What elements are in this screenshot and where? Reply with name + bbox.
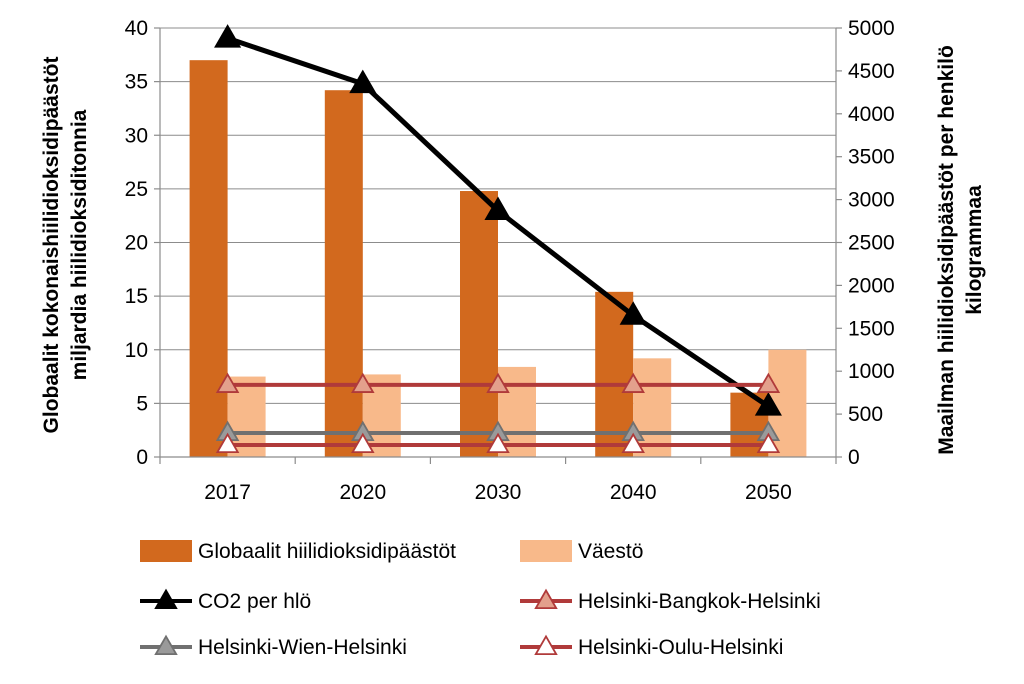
x-tick-label: 2017 xyxy=(204,481,251,504)
series-marker xyxy=(215,432,240,454)
bar xyxy=(633,358,672,457)
series-marker xyxy=(351,372,375,393)
x-tick-label: 2020 xyxy=(339,481,386,504)
series-line xyxy=(226,35,770,409)
series-marker xyxy=(754,392,782,416)
y-right-tick-label: 1000 xyxy=(848,360,895,383)
y-left-tick-label: 10 xyxy=(125,339,148,362)
y-right-tick-label: 4500 xyxy=(848,60,895,83)
series-marker xyxy=(351,432,375,454)
y-left-tick-label: 35 xyxy=(125,71,148,94)
legend-marker xyxy=(154,634,178,656)
legend-label: Helsinki-Bangkok-Helsinki xyxy=(578,590,821,613)
bar xyxy=(189,60,228,458)
y-left-axis-title-line1: Globaalit kokonaishiilidioksidipäästöt xyxy=(40,57,63,434)
series-marker xyxy=(756,432,781,454)
x-tick-label: 2040 xyxy=(610,481,657,504)
legend-item: Helsinki-Bangkok-Helsinki xyxy=(520,588,821,613)
series-marker xyxy=(621,432,645,454)
legend-swatch xyxy=(140,540,192,562)
y-right-tick-label: 3000 xyxy=(848,189,895,212)
legend-marker xyxy=(534,588,558,610)
series-marker xyxy=(214,24,242,48)
legend-item: CO2 per hlö xyxy=(140,588,311,613)
legend-label: Helsinki-Wien-Helsinki xyxy=(198,636,407,659)
y-left-tick-label: 25 xyxy=(125,178,148,201)
series-marker xyxy=(756,372,781,393)
legend-item: Helsinki-Oulu-Helsinki xyxy=(520,634,783,659)
y-left-tick-label: 0 xyxy=(136,446,148,469)
y-left-tick-label: 20 xyxy=(125,232,148,255)
lines xyxy=(214,24,782,454)
legend-label: Väestö xyxy=(578,540,643,563)
y-left-tick-label: 15 xyxy=(125,285,148,308)
bars xyxy=(189,60,807,458)
legend-label: Globaalit hiilidioksidipäästöt xyxy=(198,540,456,563)
series-marker xyxy=(215,372,240,393)
series-marker xyxy=(621,372,645,393)
legend-label: CO2 per hlö xyxy=(198,590,311,613)
series-marker xyxy=(619,301,647,325)
x-tick-label: 2030 xyxy=(475,481,522,504)
y-right-tick-label: 3500 xyxy=(848,146,895,169)
axes xyxy=(154,27,842,464)
y-left-tick-label: 5 xyxy=(136,392,148,415)
legend-label: Helsinki-Oulu-Helsinki xyxy=(578,636,783,659)
series-marker xyxy=(484,196,512,221)
series-marker xyxy=(486,432,510,454)
y-right-axis-title-line1: Maailman hiilidioksidipäästöt per henkil… xyxy=(935,45,958,455)
x-tick-label: 2050 xyxy=(745,481,792,504)
bar xyxy=(498,366,536,457)
y-right-tick-label: 2000 xyxy=(848,274,895,297)
legend-swatch xyxy=(520,540,572,562)
legend: Globaalit hiilidioksidipäästöt Väestö CO2 … xyxy=(140,540,821,659)
y-left-axis-title-line2: miljardia hiilidioksiditonnia xyxy=(68,109,91,380)
y-right-tick-label: 5000 xyxy=(848,17,895,40)
legend-item: Väestö xyxy=(520,540,643,563)
y-right-tick-label: 0 xyxy=(848,446,860,469)
tick-labels: 0 5 10 15 20 25 30 35 40 0 500 1000 1500 2000 2500 3000… xyxy=(125,17,895,504)
bar xyxy=(324,90,363,457)
series-marker xyxy=(486,372,510,393)
y-right-tick-label: 4000 xyxy=(848,103,895,126)
y-left-tick-label: 40 xyxy=(125,17,148,40)
series-marker xyxy=(349,69,377,94)
y-left-tick-label: 30 xyxy=(125,124,148,147)
y-right-tick-label: 1500 xyxy=(848,317,895,340)
legend-item: Globaalit hiilidioksidipäästöt xyxy=(140,540,456,563)
legend-marker xyxy=(534,634,558,656)
y-right-axis-title-line2: kilogrammaa xyxy=(963,185,986,315)
legend-marker xyxy=(154,588,178,610)
legend-item: Helsinki-Wien-Helsinki xyxy=(140,634,407,659)
bar xyxy=(460,191,498,457)
y-right-tick-label: 500 xyxy=(848,403,883,426)
y-right-tick-label: 2500 xyxy=(848,232,895,255)
